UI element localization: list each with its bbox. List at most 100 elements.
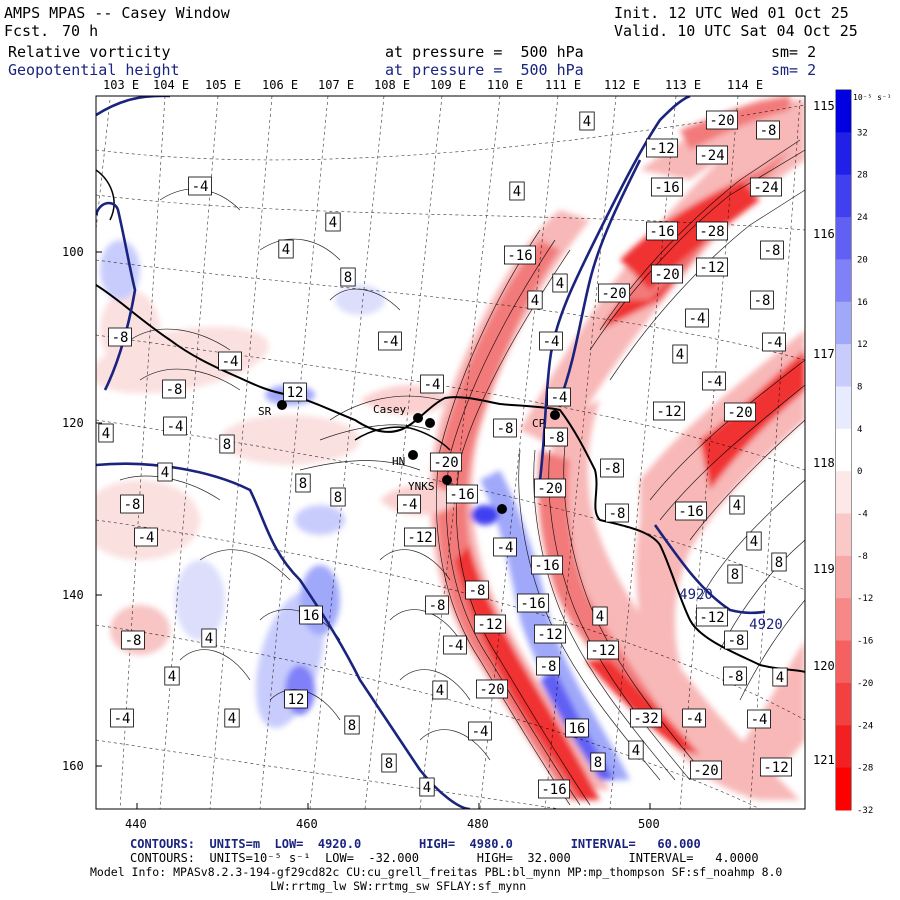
colorbar-label: 16	[857, 298, 868, 308]
contour-label: 8	[771, 552, 787, 572]
station-label: YNKS	[408, 480, 435, 493]
svg-text:-24: -24	[753, 180, 778, 196]
lon-label: 108 E	[374, 78, 410, 92]
station-marker	[413, 413, 423, 423]
contour-label: 4	[527, 290, 543, 310]
contour-label: -12	[653, 401, 686, 421]
contour-label: -4	[547, 387, 571, 407]
contour-label: -4	[747, 709, 771, 729]
contour-label: 4	[628, 740, 644, 760]
contour-label: -4	[682, 708, 706, 728]
colorbar-segment	[836, 301, 851, 345]
colorbar-segment	[836, 640, 851, 684]
field1-name: Relative vorticity	[8, 43, 171, 61]
contour-label: -32	[630, 708, 663, 728]
contour-label: 8	[344, 715, 360, 735]
svg-text:-8: -8	[609, 506, 626, 522]
svg-text:-4: -4	[222, 354, 239, 370]
map-frame	[95, 95, 806, 810]
svg-text:4: 4	[329, 215, 337, 231]
contour-label: -20	[690, 760, 723, 780]
svg-text:-12: -12	[763, 760, 788, 776]
svg-text:8: 8	[299, 476, 307, 492]
svg-text:-16: -16	[534, 558, 559, 574]
contour-label: -8	[750, 290, 774, 310]
contour-label: 4	[432, 680, 448, 700]
contour-label: -8	[536, 656, 560, 676]
contour-label: -8	[162, 379, 186, 399]
contour-label: -12	[646, 138, 679, 158]
field1-smoothing: sm= 2	[771, 43, 817, 61]
contours-height-info: CONTOURS: UNITS=m LOW= 4920.0 HIGH= 4980…	[130, 837, 701, 851]
svg-text:8: 8	[334, 490, 342, 506]
contour-label: 4	[552, 273, 568, 293]
colorbar-label: -16	[857, 637, 873, 647]
colorbar-segment	[836, 386, 851, 430]
svg-text:4: 4	[596, 609, 604, 625]
contour-label: -4	[188, 176, 212, 196]
contour-label: -8	[756, 120, 780, 140]
map-area: SR Casey HN YNKS CP -20-8-12 -24-16 -24444…	[96, 96, 805, 809]
field1-pressure: at pressure = 500 hPa	[385, 43, 584, 61]
contour-label: 4920	[749, 617, 783, 633]
station-marker	[277, 400, 287, 410]
contour-label: -4	[218, 351, 242, 371]
contour-label: 4	[729, 495, 745, 515]
svg-text:-8: -8	[166, 382, 183, 398]
contour-label: 8	[727, 564, 743, 584]
contour-label: -4	[110, 708, 134, 728]
y-axis: 100 120 140 160	[62, 245, 102, 773]
station-marker	[550, 410, 560, 420]
svg-text:-8: -8	[764, 243, 781, 259]
svg-text:4: 4	[531, 293, 539, 309]
contour-label: -4	[443, 635, 467, 655]
lon-label: 113 E	[665, 78, 701, 92]
contour-label: -16	[503, 245, 536, 265]
contour-label: -20	[724, 402, 757, 422]
contour-label: -16	[675, 501, 708, 521]
station-label: Casey	[373, 403, 406, 416]
colorbar-segment	[836, 132, 851, 176]
svg-text:8: 8	[348, 718, 356, 734]
x-axis: 440 460 480 500	[125, 803, 660, 831]
contour-label: -8	[120, 494, 144, 514]
lon-label: 105 E	[205, 78, 241, 92]
svg-text:-20: -20	[654, 267, 679, 283]
forecast-label: Fcst.	[4, 22, 50, 40]
field2-smoothing: sm= 2	[771, 61, 817, 79]
colorbar-label: 4	[857, 425, 862, 435]
svg-text:-16: -16	[507, 248, 532, 264]
model-info: Model Info: MPASv8.2.3-194-gf29cd82c CU:…	[90, 865, 783, 879]
svg-text:4920: 4920	[749, 617, 783, 633]
contour-label: 4	[201, 628, 217, 648]
contour-label: 12	[284, 689, 308, 709]
svg-text:-16: -16	[520, 596, 545, 612]
contour-label: 4	[592, 606, 608, 626]
contour-label: -8	[724, 630, 748, 650]
colorbar-segment	[836, 344, 851, 387]
contour-label: 4	[419, 777, 435, 797]
colorbar-label: -28	[857, 764, 873, 774]
colorbar-label: 20	[857, 255, 868, 265]
contour-label: -4	[468, 721, 492, 741]
contour-label: -20	[651, 264, 684, 284]
field2-pressure: at pressure = 500 hPa	[385, 61, 584, 79]
contour-label: -8	[723, 666, 747, 686]
contours-vorticity-info: CONTOURS: UNITS=10⁻⁵ s⁻¹ LOW= -32.000 HI…	[130, 851, 759, 865]
contour-label: -12	[534, 624, 567, 644]
svg-text:-12: -12	[477, 617, 502, 633]
svg-text:12: 12	[288, 692, 305, 708]
svg-text:8: 8	[385, 756, 393, 772]
contour-label: -4	[539, 331, 563, 351]
lon-label: 114 E	[727, 78, 763, 92]
contour-label: -8	[425, 595, 449, 615]
svg-text:-16: -16	[654, 180, 679, 196]
colorbar-label: -24	[857, 721, 873, 731]
svg-text:-4: -4	[766, 335, 783, 351]
svg-text:-8: -8	[604, 461, 621, 477]
colorbar-label: -12	[857, 594, 873, 604]
lon-label: 109 E	[430, 78, 466, 92]
contour-label: -20	[598, 283, 631, 303]
contour-label: 4	[672, 344, 688, 364]
contour-label: -20	[706, 110, 739, 130]
